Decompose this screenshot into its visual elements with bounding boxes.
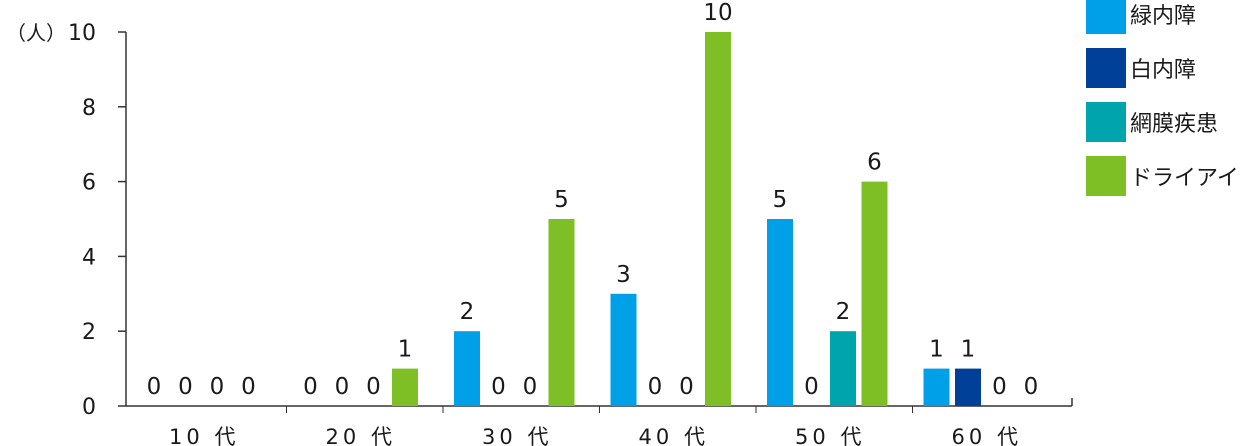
legend-swatch — [1086, 0, 1126, 34]
category-label: 60 代 — [952, 425, 1022, 446]
bar — [610, 293, 637, 406]
category-label: 20 代 — [326, 425, 396, 446]
axes — [125, 32, 1073, 413]
bar — [705, 32, 731, 406]
bar — [955, 368, 981, 406]
legend-label: 緑内障 — [1130, 4, 1196, 29]
legend-swatch — [1086, 102, 1126, 142]
y-tick-label: 0 — [82, 395, 96, 420]
bar — [923, 368, 950, 406]
bar — [861, 181, 888, 406]
data-label: 10 — [703, 0, 732, 26]
data-label: 0 — [303, 374, 318, 400]
data-label: 1 — [961, 337, 976, 363]
data-label: 2 — [460, 299, 475, 325]
category-label: 40 代 — [639, 425, 709, 446]
data-label: 0 — [523, 374, 538, 400]
y-tick-label: 4 — [82, 245, 96, 270]
data-label: 3 — [616, 262, 631, 288]
data-label: 0 — [241, 374, 256, 400]
data-label: 1 — [398, 337, 413, 363]
data-label: 0 — [804, 374, 819, 400]
y-axis-unit-label: （人） — [6, 21, 66, 45]
y-axis-ticks: 0 2 4 6 8 10 — [68, 21, 126, 420]
data-label: 5 — [773, 187, 788, 213]
y-tick-label: 6 — [82, 171, 96, 196]
data-label: 0 — [679, 374, 694, 400]
data-label: 0 — [335, 374, 350, 400]
y-tick-label: 8 — [82, 96, 96, 121]
data-label: 0 — [491, 374, 506, 400]
data-label: 0 — [147, 374, 162, 400]
bar — [548, 219, 575, 406]
bar — [392, 368, 418, 406]
data-label: 1 — [929, 337, 944, 363]
legend-swatch — [1086, 48, 1126, 88]
legend-label: 網膜疾患 — [1130, 112, 1218, 137]
data-label: 0 — [366, 374, 381, 400]
data-label: 5 — [554, 187, 569, 213]
category-labels: 10 代 20 代 30 代 40 代 50 代 60 代 — [169, 425, 1022, 446]
data-label: 0 — [1024, 374, 1039, 400]
y-tick-label: 10 — [68, 21, 96, 46]
y-tick-label: 2 — [82, 320, 96, 345]
data-label: 0 — [648, 374, 663, 400]
legend-label: 白内障 — [1130, 58, 1196, 83]
data-label: 0 — [992, 374, 1007, 400]
bar — [454, 331, 480, 406]
legend-swatch — [1086, 156, 1126, 196]
data-label: 6 — [867, 150, 882, 176]
data-label: 0 — [210, 374, 225, 400]
bar — [830, 331, 856, 406]
bar — [767, 219, 793, 406]
category-label: 10 代 — [169, 425, 239, 446]
category-label: 30 代 — [482, 425, 552, 446]
category-label: 50 代 — [795, 425, 865, 446]
data-label: 2 — [836, 299, 851, 325]
legend-label: ドライアイ — [1130, 166, 1239, 191]
bars — [392, 32, 981, 406]
data-label: 0 — [178, 374, 193, 400]
